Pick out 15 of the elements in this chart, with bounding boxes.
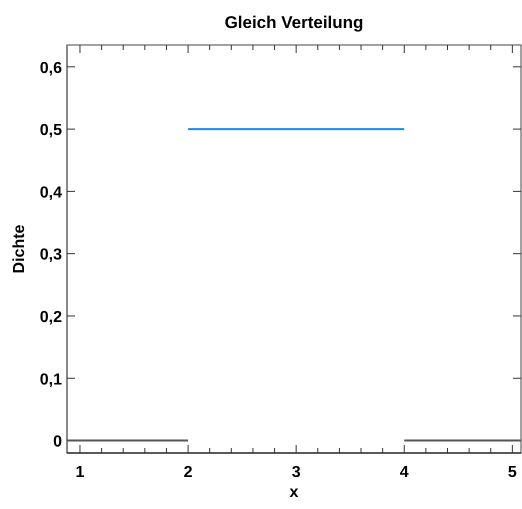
y-axis-title: Dichte (11, 224, 28, 274)
y-tick-label: 0 (53, 434, 62, 451)
chart-title: Gleich Verteilung (224, 13, 364, 32)
x-axis-title: x (290, 484, 299, 501)
y-tick-label: 0,4 (40, 184, 62, 202)
y-tick-label: 0,1 (40, 371, 62, 388)
x-tick-label: 1 (76, 464, 85, 481)
y-tick-label: 0,2 (40, 308, 62, 326)
y-tick-label: 0,3 (40, 246, 62, 264)
y-tick-label: 0,5 (40, 122, 62, 140)
y-tick-label: 0,6 (40, 60, 62, 77)
x-tick-label: 2 (184, 464, 193, 481)
x-tick-label: 3 (292, 464, 301, 481)
x-tick-label: 5 (508, 464, 517, 481)
x-tick-label: 4 (400, 464, 409, 481)
